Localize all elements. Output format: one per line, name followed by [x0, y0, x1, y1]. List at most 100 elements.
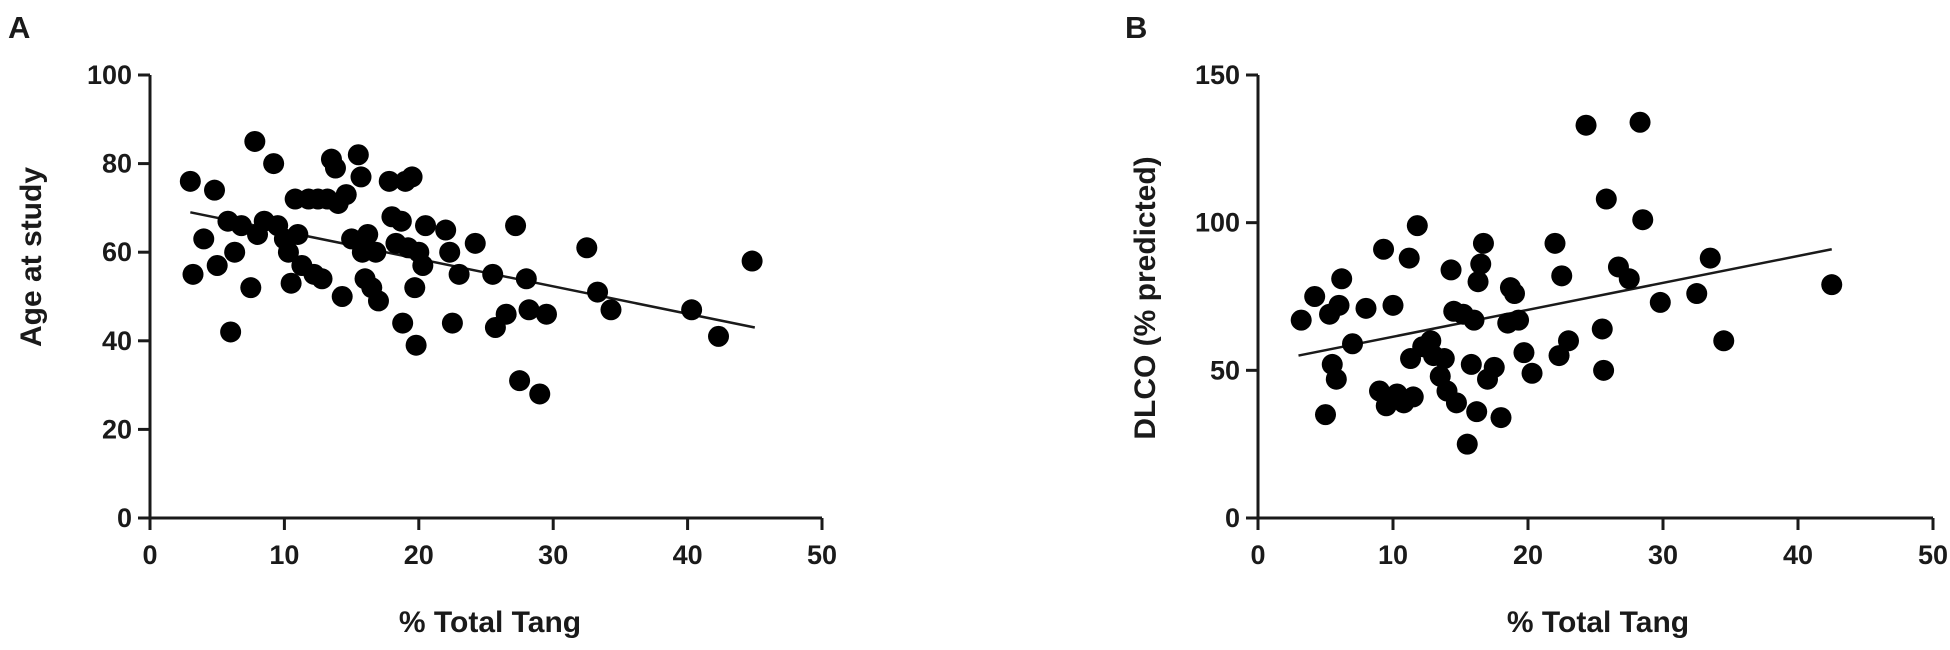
panel-b-data-point	[1328, 294, 1350, 316]
panel-b-x-tick-label: 50	[1918, 540, 1948, 570]
panel-b-label: B	[1125, 10, 1147, 45]
panel-b-data-point	[1433, 348, 1455, 370]
panel-b: B 0 10 20 30 40 50 0 50 100 150 % Total Tang DLCO…	[1125, 10, 1948, 639]
panel-a-data-point	[263, 153, 285, 175]
panel-a-data-point	[535, 303, 557, 325]
panel-b-trend-group	[1298, 248, 1832, 357]
panel-a-data-point	[708, 325, 730, 347]
panel-a-data-point	[505, 215, 527, 237]
panel-a-x-tick-label: 0	[142, 540, 157, 570]
panel-a-data-point	[587, 281, 609, 303]
panel-a-data-point	[681, 299, 703, 321]
panel-b-data-point	[1618, 268, 1640, 290]
panel-b-data-point	[1504, 283, 1525, 305]
panel-b-data-point	[1331, 268, 1353, 290]
panel-a-data-point	[448, 263, 470, 285]
panel-b-data-point	[1686, 283, 1708, 305]
panel-a-data-point	[576, 237, 598, 259]
panel-b-data-point	[1304, 286, 1326, 307]
panel-a-data-point	[600, 299, 622, 321]
panel-b-data-point	[1821, 274, 1843, 296]
panel-a-x-tick-label: 40	[673, 540, 703, 570]
panel-a-data-point	[331, 286, 353, 307]
panel-a-data-point	[287, 223, 309, 245]
panel-b-data-point	[1445, 392, 1467, 414]
panel-b-data-point	[1508, 309, 1530, 331]
panel-a-label: A	[8, 10, 30, 45]
panel-b-y-tick-label: 150	[1195, 60, 1240, 90]
panel-a-data-point	[439, 241, 461, 263]
panel-b-data-point	[1472, 232, 1494, 254]
panel-b-y-tick-label: 50	[1210, 355, 1240, 385]
panel-b-y-tick-label: 100	[1195, 208, 1240, 238]
panel-a-data-point	[435, 219, 457, 241]
panel-a-x-tick-label: 30	[538, 540, 568, 570]
panel-a-x-tick-label: 20	[404, 540, 434, 570]
panel-a-y-tick-label: 100	[87, 60, 132, 90]
panel-a-data-point	[357, 223, 379, 245]
panel-b-data-point	[1382, 294, 1404, 316]
panel-a-y-tick-label: 20	[102, 414, 132, 444]
panel-a-data-point	[518, 299, 540, 321]
panel-b-data-point	[1593, 359, 1615, 381]
panel-a-y-tick-label: 0	[117, 503, 132, 533]
panel-b-x-tick-label: 10	[1378, 540, 1408, 570]
panel-b-data-point	[1460, 353, 1482, 375]
panel-b-data-point	[1544, 232, 1566, 254]
panel-a-data-point	[741, 250, 763, 272]
panel-a-data-point	[392, 312, 414, 334]
panel-b-points	[1290, 111, 1843, 455]
panel-b-data-point	[1470, 253, 1492, 275]
panel-a-data-point	[404, 277, 426, 299]
panel-a-data-point	[230, 215, 252, 237]
panel-b-data-point	[1398, 247, 1420, 269]
panel-b-data-point	[1290, 309, 1312, 331]
panel-a-data-point	[415, 215, 437, 237]
panel-a-data-point	[244, 130, 266, 152]
panel-b-data-point	[1699, 247, 1721, 269]
panel-a-data-point	[412, 254, 434, 276]
panel-a-points	[179, 130, 763, 405]
panel-b-data-point	[1490, 407, 1512, 429]
panel-a-data-point	[324, 157, 346, 179]
panel-b-axes: 0 10 20 30 40 50 0 50 100 150	[1195, 60, 1948, 570]
panel-b-data-point	[1355, 297, 1377, 319]
panel-a-data-point	[509, 370, 531, 392]
panel-b-data-point	[1595, 188, 1617, 210]
panel-a-data-point	[224, 241, 246, 263]
panel-b-data-point	[1629, 111, 1651, 133]
panel-a-y-tick-label: 40	[102, 326, 132, 356]
panel-b-data-point	[1713, 330, 1735, 352]
panel-a-data-point	[529, 383, 551, 405]
panel-a-data-point	[179, 170, 201, 192]
panel-b-data-point	[1373, 238, 1395, 260]
panel-a-data-point	[206, 254, 228, 276]
panel-a-data-point	[405, 334, 427, 356]
panel-a-data-point	[350, 166, 372, 188]
panel-a-data-point	[280, 272, 302, 294]
panel-b-data-point	[1456, 433, 1478, 455]
panel-b-data-point	[1402, 386, 1424, 408]
panel-b-x-tick-label: 0	[1250, 540, 1265, 570]
panel-a-data-point	[311, 268, 333, 290]
panel-b-x-tick-label: 30	[1648, 540, 1678, 570]
panel-a: A 0 10 20 30 40 50 0 20 40 60 80 100 % Total Tang A…	[8, 10, 837, 639]
panel-a-data-point	[335, 184, 357, 206]
panel-a-data-point	[390, 210, 412, 232]
panel-b-y-tick-label: 0	[1225, 503, 1240, 533]
panel-b-data-point	[1632, 209, 1654, 231]
panel-b-data-point	[1440, 259, 1462, 281]
panel-a-data-point	[401, 166, 423, 188]
panel-a-data-point	[365, 241, 387, 263]
panel-a-data-point	[193, 228, 215, 250]
panel-b-data-point	[1463, 309, 1485, 331]
panel-b-data-point	[1406, 215, 1428, 237]
panel-a-data-point	[441, 312, 463, 334]
panel-a-y-tick-label: 80	[102, 149, 132, 179]
panel-a-data-point	[464, 232, 486, 254]
panel-a-axes: 0 10 20 30 40 50 0 20 40 60 80 100	[87, 60, 837, 570]
panel-b-data-point	[1551, 265, 1573, 287]
panel-b-data-point	[1649, 291, 1671, 313]
panel-a-data-point	[367, 290, 389, 312]
